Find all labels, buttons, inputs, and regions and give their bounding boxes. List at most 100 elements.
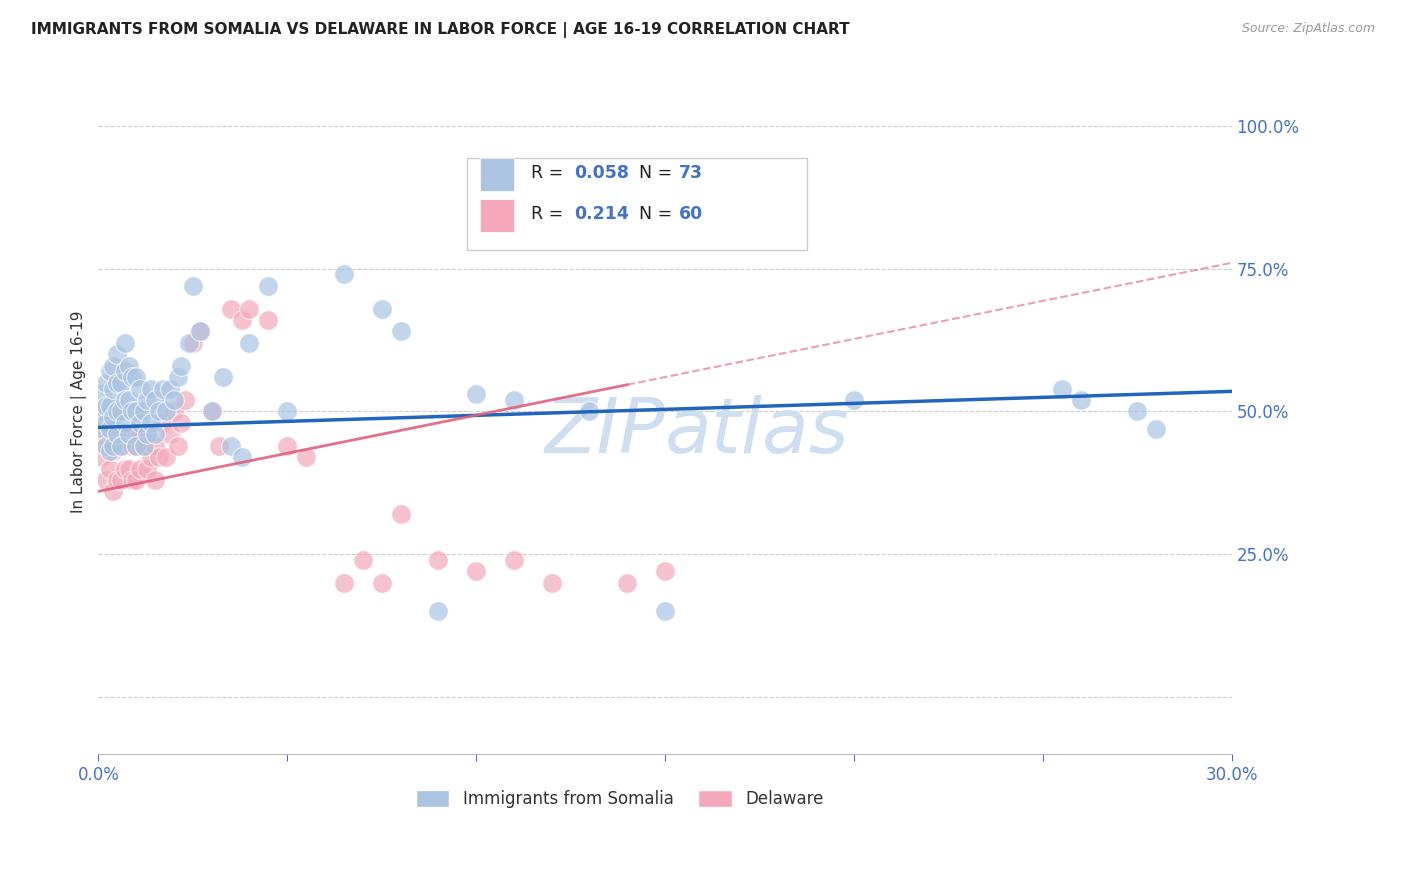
Point [110,439,132,453]
Point [105,376,128,390]
Point [110,473,132,487]
Point [94,376,117,390]
Point [110,404,132,418]
FancyBboxPatch shape [481,199,515,232]
Point [121,439,143,453]
Point [114,416,136,430]
Point [143,392,166,407]
Point [105,439,128,453]
Point [295,450,318,464]
Point [132,404,155,418]
Point [114,364,136,378]
Point [578,404,600,418]
Text: R =: R = [531,164,569,182]
Point [190,324,212,338]
Point [427,604,450,618]
Text: 0.214: 0.214 [575,205,630,223]
Text: R =: R = [531,205,569,223]
Point [231,313,253,327]
Point [136,461,159,475]
Point [98,421,121,435]
Point [181,335,204,350]
Point [503,553,526,567]
Point [91,450,114,464]
Point [110,376,132,390]
Point [136,427,159,442]
Point [103,359,125,373]
Point [208,439,231,453]
Point [370,575,392,590]
Point [121,473,143,487]
Point [257,278,280,293]
FancyBboxPatch shape [467,158,807,251]
Point [143,473,166,487]
Text: 60: 60 [679,205,703,223]
Point [219,439,242,453]
Point [121,404,143,418]
Point [91,387,114,401]
Text: atlas: atlas [665,395,849,469]
Point [98,364,121,378]
Point [141,416,163,430]
Point [276,404,298,418]
Point [117,359,139,373]
Point [174,392,197,407]
Point [540,575,562,590]
Point [136,392,159,407]
Point [125,439,148,453]
FancyBboxPatch shape [481,158,515,191]
Point [105,404,128,418]
Point [333,575,356,590]
Point [616,575,638,590]
Text: N =: N = [627,164,678,182]
Point [163,392,186,407]
Point [159,427,181,442]
Point [103,444,125,458]
Point [212,370,235,384]
Point [143,439,166,453]
Point [121,370,143,384]
Point [166,439,188,453]
Point [654,565,676,579]
Point [103,439,125,453]
Point [190,324,212,338]
Point [117,392,139,407]
Point [98,404,121,418]
Point [181,278,204,293]
Point [132,439,155,453]
Point [1050,382,1073,396]
Point [94,473,117,487]
Point [114,392,136,407]
Point [141,450,163,464]
Point [503,392,526,407]
Point [91,404,114,418]
Point [155,404,177,418]
Point [105,473,128,487]
Point [132,439,155,453]
Point [98,427,121,442]
Point [98,399,121,413]
Point [114,335,136,350]
Point [1070,392,1092,407]
Point [125,404,148,418]
Point [125,473,148,487]
Point [389,507,412,521]
Point [105,404,128,418]
Point [177,335,200,350]
Point [427,553,450,567]
Point [94,439,117,453]
Point [201,404,224,418]
Text: 73: 73 [679,164,703,182]
Point [170,359,193,373]
Point [842,392,865,407]
Point [110,439,132,453]
Point [98,461,121,475]
Point [152,416,174,430]
Text: ZIP: ZIP [544,395,665,469]
Point [370,301,392,316]
Point [94,399,117,413]
Point [125,439,148,453]
Y-axis label: In Labor Force | Age 16-19: In Labor Force | Age 16-19 [72,310,87,513]
Point [129,427,152,442]
Point [125,370,148,384]
